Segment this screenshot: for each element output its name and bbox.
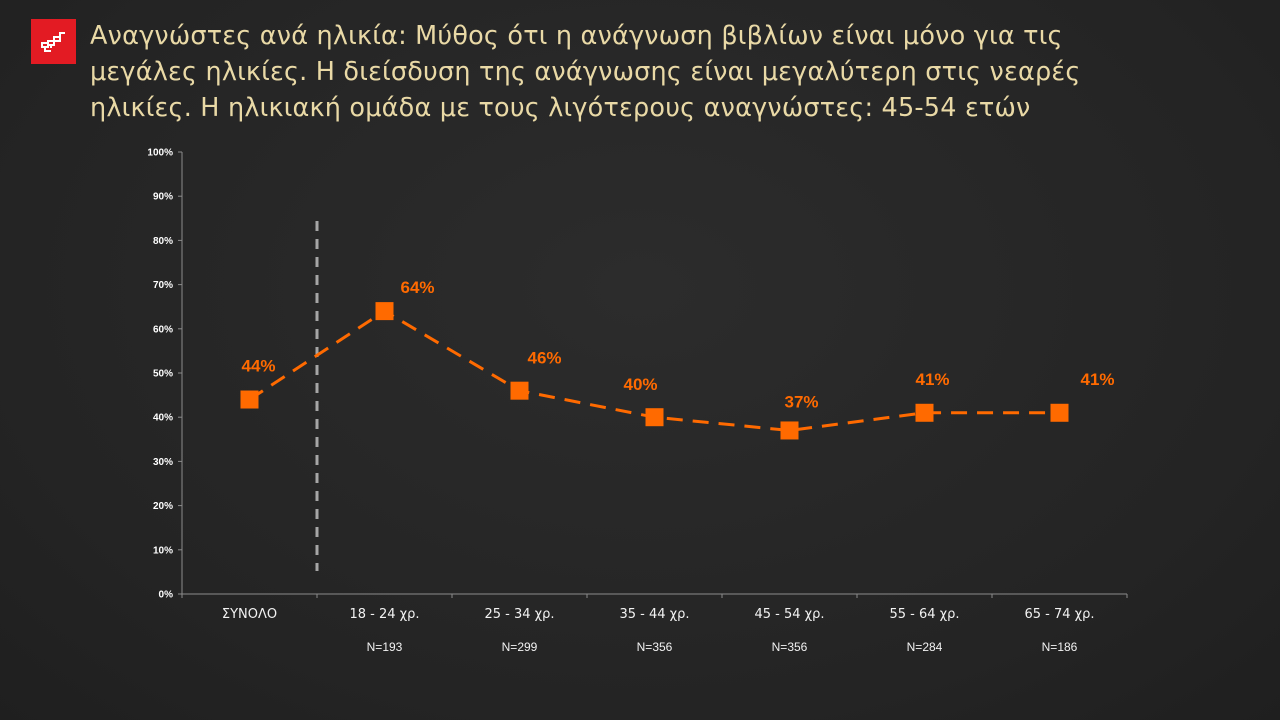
data-marker (780, 421, 799, 440)
sample-size-label: N=193 (367, 640, 403, 654)
y-tick-label: 100% (147, 148, 173, 159)
y-tick-label: 20% (153, 501, 173, 512)
data-label: 44% (241, 357, 275, 376)
sample-size-label: N=186 (1042, 640, 1078, 654)
brand-logo (31, 19, 76, 64)
y-tick-label: 90% (153, 192, 173, 203)
brand-logo-icon (41, 32, 65, 52)
sample-size-label: N=356 (772, 640, 808, 654)
sample-size-label: N=299 (502, 640, 538, 654)
x-category-label: 45 - 54 χρ. (754, 607, 824, 622)
slide-title: Αναγνώστες ανά ηλικία: Μύθος ότι η ανάγν… (90, 18, 1190, 126)
y-tick-label: 50% (153, 369, 173, 380)
title-line-2: μεγάλες ηλικίες. Η διείσδυση της ανάγνωσ… (90, 57, 1081, 87)
data-marker (1050, 403, 1069, 422)
y-tick-label: 30% (153, 457, 173, 468)
data-marker (240, 390, 259, 409)
data-label: 64% (400, 278, 434, 297)
data-label: 41% (915, 370, 949, 389)
y-tick-label: 70% (153, 280, 173, 291)
y-tick-label: 40% (153, 413, 173, 424)
data-marker (915, 403, 934, 422)
y-tick-label: 10% (153, 545, 173, 556)
data-label: 37% (784, 392, 818, 411)
sample-size-label: N=356 (637, 640, 673, 654)
x-category-label: 35 - 44 χρ. (619, 607, 689, 622)
y-tick-label: 80% (153, 236, 173, 247)
title-line-3: ηλικίες. Η ηλικιακή ομάδα με τους λιγότε… (90, 93, 1031, 123)
x-category-label: 65 - 74 χρ. (1024, 607, 1094, 622)
x-category-label: 55 - 64 χρ. (889, 607, 959, 622)
data-label: 41% (1080, 370, 1114, 389)
title-line-1: Αναγνώστες ανά ηλικία: Μύθος ότι η ανάγν… (90, 21, 1063, 51)
data-marker (645, 408, 664, 427)
x-category-label: 18 - 24 χρ. (349, 607, 419, 622)
y-tick-label: 60% (153, 324, 173, 335)
x-category-label: ΣΥΝΟΛΟ (222, 607, 277, 622)
data-label: 46% (527, 349, 561, 368)
x-category-label: 25 - 34 χρ. (484, 607, 554, 622)
data-marker (510, 381, 529, 400)
data-label: 40% (623, 375, 657, 394)
data-marker (375, 302, 394, 321)
sample-size-label: N=284 (907, 640, 943, 654)
y-tick-label: 0% (159, 590, 174, 601)
